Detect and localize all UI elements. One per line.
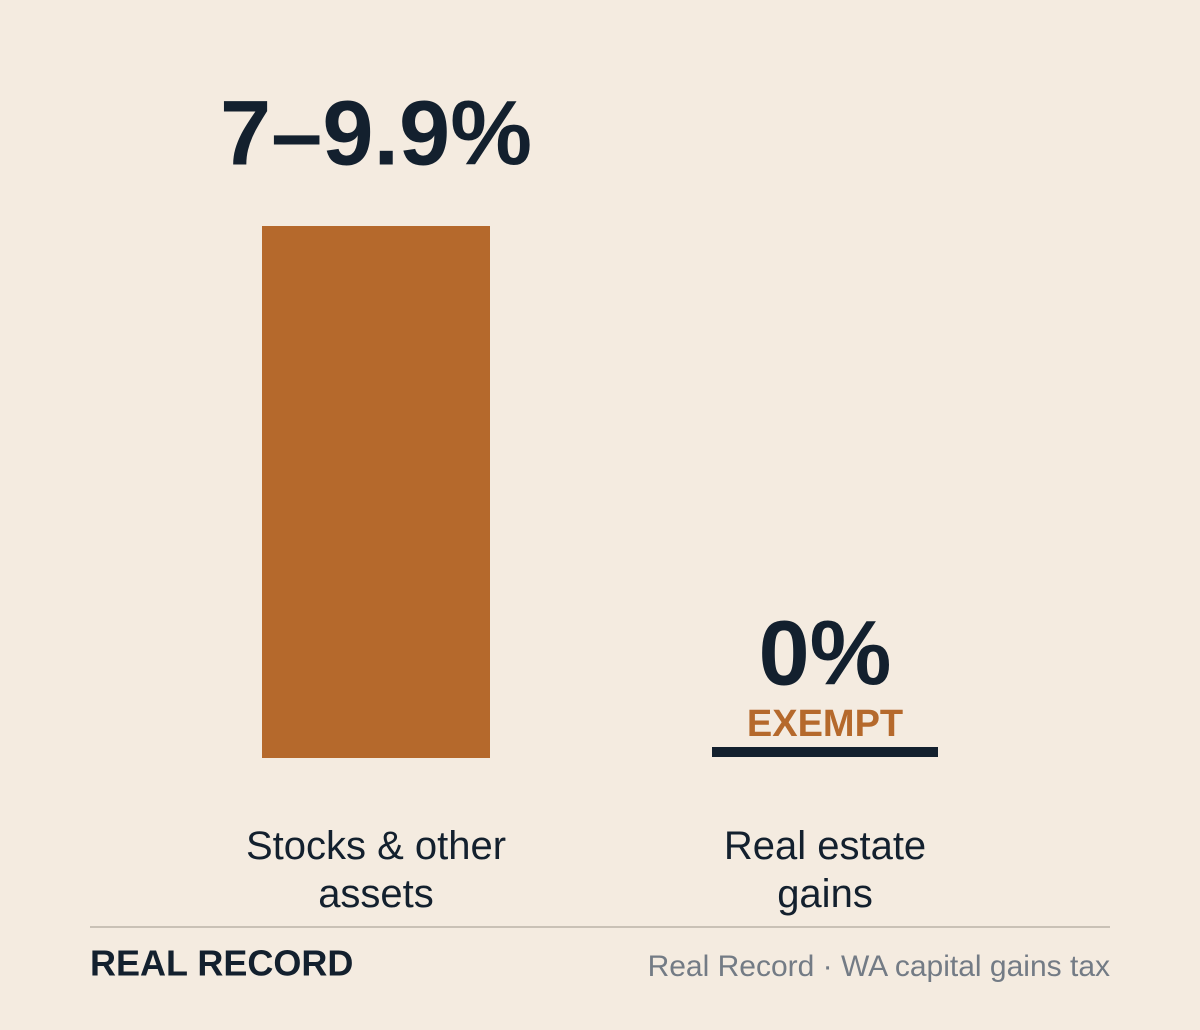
category-label: Real estate gains xyxy=(723,824,927,916)
value-label: 7–9.9% xyxy=(220,82,532,184)
source: Real Record · WA capital gains tax xyxy=(648,950,1110,983)
brand: REAL RECORD xyxy=(90,943,353,984)
value-note: EXEMPT xyxy=(747,703,903,745)
bar xyxy=(262,226,490,758)
value-label: 0% xyxy=(759,602,892,704)
zero-marker xyxy=(712,747,938,757)
category-label: Stocks & other assets xyxy=(245,824,507,916)
